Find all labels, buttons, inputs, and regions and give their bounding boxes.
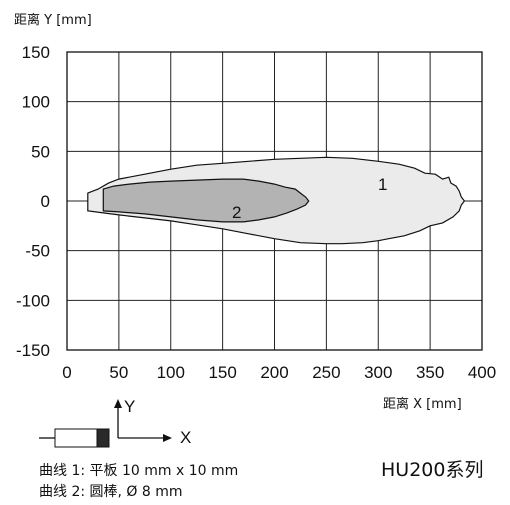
x-tick-label: 0: [62, 363, 71, 382]
plot-border: [66, 51, 483, 351]
y-axis-label: 距离 Y [mm]: [14, 12, 92, 28]
x-tick-label: 100: [157, 363, 185, 382]
y-arrow-label: Y: [124, 397, 135, 416]
x-tick-label: 200: [260, 363, 288, 382]
y-tick-label: 100: [22, 93, 50, 112]
y-tick-label: -50: [25, 242, 50, 261]
detection-regions: [87, 156, 466, 245]
detection-region-2: [102, 178, 310, 223]
y-arrow-head-icon: [114, 399, 122, 408]
x-tick-label: 400: [468, 363, 496, 382]
y-tick-labels: 150 100 50 0 -50 -100 -150: [16, 43, 50, 360]
x-tick-labels: 0 50 100 150 200 250 300 350 400: [62, 363, 496, 382]
y-tick-label: 50: [31, 142, 50, 161]
x-tick-label: 350: [416, 363, 444, 382]
sensor-diagram: Y X: [39, 397, 191, 448]
x-tick-label: 150: [208, 363, 236, 382]
curve-1-legend: 曲线 1: 平板 10 mm x 10 mm: [39, 463, 238, 479]
x-tick-label: 50: [109, 363, 128, 382]
x-axis-label: 距离 X [mm]: [383, 396, 462, 412]
x-arrow-label: X: [180, 428, 191, 447]
y-tick-label: 150: [22, 43, 50, 62]
sensor-body: [54, 428, 98, 448]
region-label-1: 1: [378, 175, 387, 194]
curve-2-legend: 曲线 2: 圆棒, Ø 8 mm: [39, 484, 183, 500]
y-tick-label: -150: [16, 341, 50, 360]
x-tick-label: 250: [312, 363, 340, 382]
y-tick-label: -100: [16, 291, 50, 310]
series-title: HU200系列: [381, 459, 483, 481]
plot-frame: [66, 51, 483, 351]
y-tick-label: 0: [41, 192, 50, 211]
x-tick-label: 300: [364, 363, 392, 382]
x-arrow-head-icon: [163, 434, 172, 442]
region-label-2: 2: [232, 203, 241, 222]
sensor-head: [96, 428, 110, 448]
